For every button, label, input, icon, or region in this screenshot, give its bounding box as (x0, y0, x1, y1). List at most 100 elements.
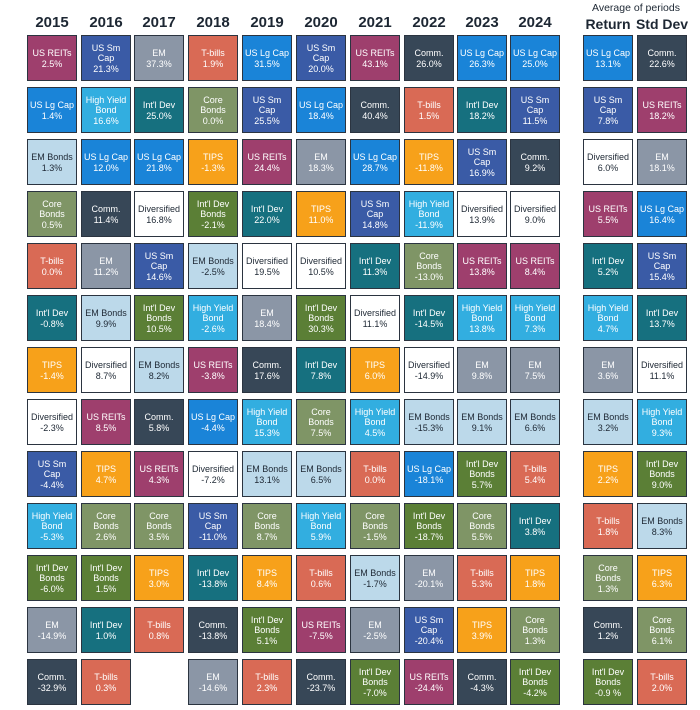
year-2016-tips-tile: TIPS 4.7% (81, 451, 131, 497)
year-2020-us-lg-cap-tile: US Lg Cap 18.4% (296, 87, 346, 133)
year-2021-em-tile: EM -2.5% (350, 607, 400, 653)
asset-label: TIPS (524, 567, 545, 578)
year-2021-us-reits-tile: US REITs 43.1% (350, 35, 400, 81)
asset-label: Diversified (84, 359, 127, 370)
avg-return-em-tile: EM 3.6% (583, 347, 633, 393)
year-header-2017: 2017 (142, 14, 176, 31)
asset-label: EM Bonds (354, 567, 396, 578)
return-value: -2.6% (201, 323, 225, 334)
return-value: -1.4% (40, 370, 64, 381)
asset-label: EM Bonds (587, 411, 629, 422)
year-2024-us-sm-cap-tile: US Sm Cap 11.5% (510, 87, 560, 133)
asset-label: Comm. (467, 671, 497, 682)
year-2023-core-bonds-tile: Core Bonds 5.5% (457, 503, 507, 549)
return-value: -20.4% (414, 635, 444, 646)
return-value: -4.4% (40, 479, 64, 490)
return-value: 0.3% (95, 682, 117, 693)
asset-label: EM (601, 359, 615, 370)
return-value: 1.8% (524, 578, 546, 589)
return-value: 15.4% (649, 271, 675, 282)
return-value: 11.0% (308, 214, 334, 225)
asset-label: Diversified (299, 255, 342, 266)
return-value: 25.5% (254, 115, 280, 126)
year-2015-em-tile: EM -14.9% (27, 607, 77, 653)
return-value: -14.5% (414, 318, 444, 329)
return-value: 7.5% (524, 370, 546, 381)
asset-label: US REITs (193, 359, 233, 370)
avg-return-us-lg-cap-tile: US Lg Cap 13.1% (583, 35, 633, 81)
std-dev-tips-tile: TIPS 6.3% (637, 555, 687, 601)
return-value: 2.5% (41, 58, 63, 69)
year-2018-t-bills-tile: T-bills 1.9% (188, 35, 238, 81)
year-2019-em-tile: EM 18.4% (242, 295, 292, 341)
asset-label: US Lg Cap (244, 47, 290, 58)
year-2022-intl-dev-bonds-tile: Int'l Dev Bonds -18.7% (404, 503, 454, 549)
avg-return-us-sm-cap-tile: US Sm Cap 7.8% (583, 87, 633, 133)
return-value: 24.4% (254, 162, 280, 173)
year-2018-em-bonds-tile: EM Bonds -2.5% (188, 243, 238, 289)
asset-label: Core Bonds (416, 250, 442, 271)
asset-label: US Lg Cap (512, 47, 558, 58)
return-value: 8.5% (95, 422, 117, 433)
return-value: 11.3% (362, 266, 388, 277)
return-value: 0.8% (148, 630, 170, 641)
return-value: -11.9% (415, 219, 443, 230)
year-header-2020: 2020 (304, 14, 338, 31)
asset-label: EM Bonds (641, 515, 683, 526)
return-value: 6.3% (651, 578, 673, 589)
asset-label: T-bills (40, 255, 64, 266)
return-value: 19.5% (254, 266, 280, 277)
year-2017-comm--tile: Comm. 5.8% (134, 399, 184, 445)
return-value: 13.1% (595, 58, 621, 69)
asset-label: Int'l Dev Bonds (142, 302, 176, 323)
year-2018-diversified-tile: Diversified -7.2% (188, 451, 238, 497)
asset-label: US REITs (355, 47, 395, 58)
year-2015-tips-tile: TIPS -1.4% (27, 347, 77, 393)
asset-label: T-bills (147, 619, 171, 630)
return-value: 1.3% (41, 162, 63, 173)
return-value: 8.7% (95, 370, 117, 381)
asset-label: Comm. (593, 619, 623, 630)
return-value: -23.7% (306, 682, 336, 693)
asset-label: US Sm Cap (414, 614, 444, 635)
year-2023-us-reits-tile: US REITs 13.8% (457, 243, 507, 289)
return-value: 25.0% (146, 110, 172, 121)
return-value: 22.6% (649, 58, 675, 69)
avg-return-core-bonds-tile: Core Bonds 1.3% (583, 555, 633, 601)
return-value: 9.1% (471, 422, 493, 433)
asset-label: US REITs (139, 463, 179, 474)
return-value: -15.3% (414, 422, 444, 433)
asset-label: EM Bonds (461, 411, 503, 422)
return-value: -20.1% (414, 578, 444, 589)
asset-label: Diversified (513, 203, 556, 214)
year-2024-em-bonds-tile: EM Bonds 6.6% (510, 399, 560, 445)
year-header-2021: 2021 (358, 14, 392, 31)
asset-label: EM (45, 619, 59, 630)
std-dev-t-bills-tile: T-bills 2.0% (637, 659, 687, 705)
return-value: 5.8% (148, 422, 170, 433)
return-value: 18.4% (308, 110, 334, 121)
year-2020-diversified-tile: Diversified 10.5% (296, 243, 346, 289)
year-2024-tips-tile: TIPS 1.8% (510, 555, 560, 601)
std-dev-diversified-tile: Diversified 11.1% (637, 347, 687, 393)
asset-label: US REITs (86, 411, 126, 422)
return-value: 6.1% (651, 635, 673, 646)
year-2016-us-sm-cap-tile: US Sm Cap 21.3% (81, 35, 131, 81)
year-2024-t-bills-tile: T-bills 5.4% (510, 451, 560, 497)
asset-label: Diversified (407, 359, 450, 370)
asset-label: Int'l Dev Bonds (412, 510, 446, 531)
return-value: 14.6% (146, 271, 172, 282)
return-value: 16.6% (93, 115, 119, 126)
asset-label: US REITs (409, 671, 449, 682)
asset-label: EM Bonds (31, 151, 73, 162)
avg-column-header-return: Return (585, 16, 631, 32)
year-2017-us-reits-tile: US REITs 4.3% (134, 451, 184, 497)
return-value: 5.2% (597, 266, 619, 277)
year-2024-comm--tile: Comm. 9.2% (510, 139, 560, 185)
year-2022-t-bills-tile: T-bills 1.5% (404, 87, 454, 133)
return-value: -1.3% (201, 162, 225, 173)
return-value: 2.6% (95, 531, 117, 542)
year-2021-high-yield-bond-tile: High Yield Bond 4.5% (350, 399, 400, 445)
asset-label: Int'l Dev (35, 307, 69, 318)
return-value: 18.1% (649, 162, 675, 173)
